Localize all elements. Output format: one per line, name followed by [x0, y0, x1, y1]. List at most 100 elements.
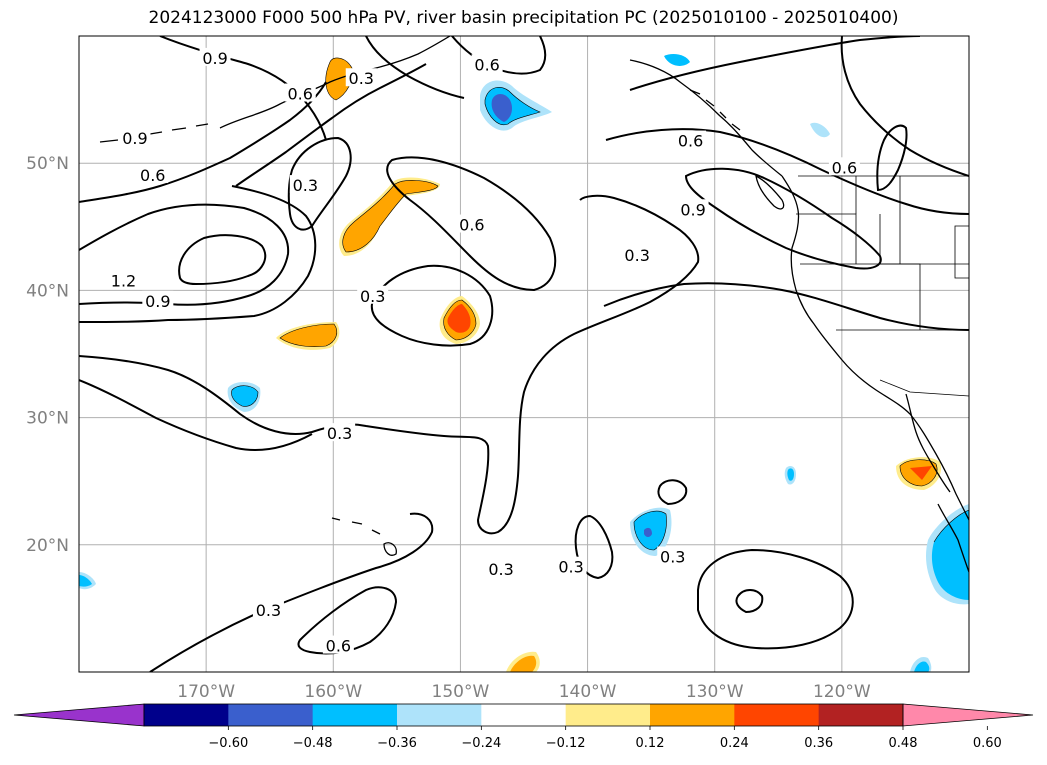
contour-label-bg: [252, 599, 284, 618]
coastlines: [99, 36, 969, 573]
contour-label-bg: [675, 130, 707, 149]
bc-islands: [689, 89, 741, 131]
contour-label-bg: [142, 290, 174, 309]
contour-label-bg: [289, 175, 321, 194]
mainland-mexico-coast: [937, 503, 969, 573]
colorbar-swatch: [734, 704, 820, 726]
pv-contour-0.3-east-loop: [876, 124, 908, 192]
lon-tick-label: 160°W: [304, 682, 362, 702]
colorbar-swatch: [818, 704, 904, 726]
precip-blob-negative: [79, 575, 92, 587]
baja-coast: [905, 393, 951, 493]
lon-tick-label: 150°W: [432, 682, 490, 702]
precip-outline: [933, 509, 969, 543]
precip-blob-negative: [664, 54, 690, 66]
precip-outline: [633, 510, 667, 551]
precip-blob-negative: [931, 510, 969, 600]
colorbar-tick-label: 0.24: [720, 736, 749, 751]
pv-contour-0.3-loop: [287, 136, 352, 231]
colorbar-frame: [143, 703, 904, 727]
precip-blob-positive: [447, 304, 471, 333]
contour-label-bg: [345, 68, 377, 87]
contour-label: 0.6: [678, 132, 703, 151]
lat-tick-label: 50°N: [26, 154, 69, 174]
latitude-labels: 50°N 40°N 30°N 20°N: [26, 154, 69, 556]
colorbar-tick-label: −0.24: [461, 736, 501, 751]
colorbar-swatch: [228, 704, 314, 726]
map-title: 2024123000 F000 500 hPa PV, river basin …: [148, 8, 899, 28]
pv-contour-0.6-north: [235, 63, 427, 187]
pv-contour-0.6-central: [386, 156, 557, 292]
longitude-labels: 170°W 160°W 150°W 140°W 130°W 120°W: [177, 682, 871, 702]
contour-label: 0.9: [145, 292, 170, 311]
colorbar-tick-label: −0.36: [377, 736, 417, 751]
colorbar-swatch: [650, 704, 735, 726]
contour-label: 0.3: [360, 287, 385, 306]
contour-label-bg: [357, 285, 389, 304]
pv-contour-0.3-arc: [574, 514, 614, 580]
colorbar-swatch: [397, 704, 482, 726]
precip-blob-positive: [510, 655, 537, 672]
precip-outline: [325, 57, 353, 101]
contour-label-bg: [471, 54, 503, 73]
contour-label: 0.3: [660, 548, 685, 567]
contour-label-bg: [828, 157, 860, 176]
precip-outline: [899, 459, 938, 487]
state-border-mt: [899, 176, 969, 279]
contour-label-bg: [284, 83, 316, 102]
contour-label: 0.9: [680, 200, 705, 219]
pv-contour-0.6-ne-loop: [840, 36, 969, 177]
contour-label: 0.3: [256, 601, 281, 620]
pv-contour-0.3-se: [603, 282, 969, 331]
contour-label-bg: [108, 270, 139, 289]
colorbar-tick-label: 0.60: [973, 736, 1002, 751]
pv-contours: [79, 36, 969, 672]
contour-label-bg: [657, 546, 689, 565]
pv-contour-0.9-east: [684, 167, 882, 270]
colorbar-tick-label: 0.36: [804, 736, 833, 751]
contour-label: 0.9: [202, 49, 227, 68]
colorbar-tick-label: −0.60: [208, 736, 248, 751]
contour-label-bg: [137, 164, 169, 183]
precip-outline: [231, 385, 259, 407]
colorbar-extend-min: [13, 703, 145, 727]
precip-blob-positive: [280, 324, 337, 347]
contour-label: 0.6: [459, 216, 484, 235]
pv-contour-0.6-topcenter: [451, 36, 547, 75]
precip-outline: [443, 299, 477, 341]
graticule: [79, 36, 969, 672]
lon-tick-label: 170°W: [177, 682, 235, 702]
contour-label-bg: [485, 559, 517, 578]
precip-blob-positive: [910, 466, 932, 480]
hawaii-islands: [331, 517, 397, 556]
precip-outline: [484, 87, 541, 126]
pv-contour-0.3-south-loop: [697, 548, 854, 650]
pv-contour-0.3-central: [370, 264, 494, 347]
contour-label: 0.3: [327, 424, 352, 443]
precip-outlines: [231, 57, 969, 551]
pv-contour-0.6-ne: [629, 36, 921, 91]
lon-tick-label: 120°W: [813, 682, 871, 702]
pv-contour-0.3-southwest: [149, 512, 434, 672]
contour-label-bg: [199, 47, 231, 66]
precip-blob-negative: [810, 122, 830, 138]
contour-label-bg: [555, 556, 587, 575]
contour-label: 0.3: [558, 558, 583, 577]
contour-label: 1.2: [111, 271, 136, 290]
contour-label: 0.3: [624, 246, 649, 265]
colorbar-swatch: [565, 704, 651, 726]
contour-label-bg: [119, 128, 151, 147]
contour-label: 0.6: [326, 637, 351, 656]
precip-outline: [279, 323, 338, 348]
pv-contour-0.3-west-branch: [79, 379, 313, 452]
precip-blob-negative: [231, 385, 258, 407]
contour-label: 0.9: [122, 129, 147, 148]
precip-blob-negative: [787, 468, 794, 481]
contour-labels: 0.9 0.9 0.6 0.6 0.3 0.6 0.3 0.6 1.2 0.9 0.3 0.3 0.6 0…: [108, 47, 860, 656]
political-borders: [796, 175, 969, 397]
contour-label: 0.3: [293, 176, 318, 195]
pv-contour-0.3-main: [79, 194, 700, 535]
colorbar-tick-label: 0.12: [636, 736, 665, 751]
precip-blob-negative: [644, 527, 652, 537]
